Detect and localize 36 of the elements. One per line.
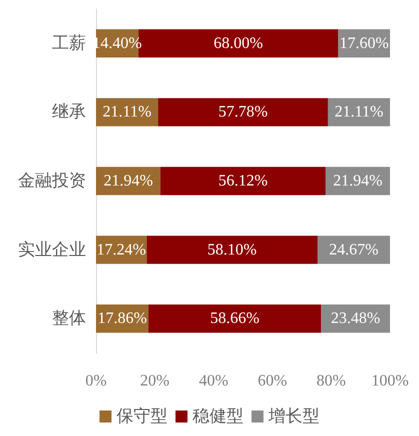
data-label: 57.78%: [218, 104, 268, 121]
x-tick-label: 100%: [371, 372, 409, 390]
data-label: 21.94%: [333, 172, 382, 190]
bar: [146, 236, 318, 264]
data-label: 14.40%: [92, 34, 142, 52]
x-tick-label: 0%: [85, 372, 107, 390]
y-tick-label: 工薪: [52, 33, 86, 54]
data-label: 17.60%: [339, 34, 389, 52]
x-tick-label: 20%: [140, 372, 170, 390]
data-label: 17.86%: [98, 310, 147, 328]
data-label: 68.00%: [214, 34, 263, 52]
y-tick-label: 继承: [52, 102, 86, 122]
y-tick-label: 金融投资: [18, 171, 86, 191]
data-label: 24.67%: [329, 241, 378, 258]
bar: [160, 166, 326, 196]
data-label: 21.94%: [104, 172, 153, 190]
bar: [148, 304, 321, 333]
bar: [96, 98, 158, 126]
y-tick-label: 整体: [52, 308, 86, 329]
data-label: 21.11%: [334, 104, 384, 121]
data-label: 21.11%: [102, 104, 152, 121]
bar: [318, 236, 390, 264]
bar: [328, 98, 390, 126]
data-label: 17.24%: [96, 241, 146, 258]
legend-label: 稳健型: [192, 406, 244, 426]
x-tick-label: 80%: [316, 372, 346, 390]
data-label: 23.48%: [330, 310, 380, 328]
legend-label: 保守型: [116, 406, 168, 426]
data-label: 58.10%: [207, 241, 257, 258]
x-tick-label: 40%: [198, 372, 228, 390]
data-label: 56.12%: [218, 172, 268, 190]
data-label: 58.66%: [210, 310, 260, 328]
y-tick-label: 实业企业: [18, 240, 86, 260]
legend-label: 增长型: [268, 406, 320, 426]
x-tick-label: 60%: [258, 372, 288, 390]
bar: [158, 98, 328, 126]
